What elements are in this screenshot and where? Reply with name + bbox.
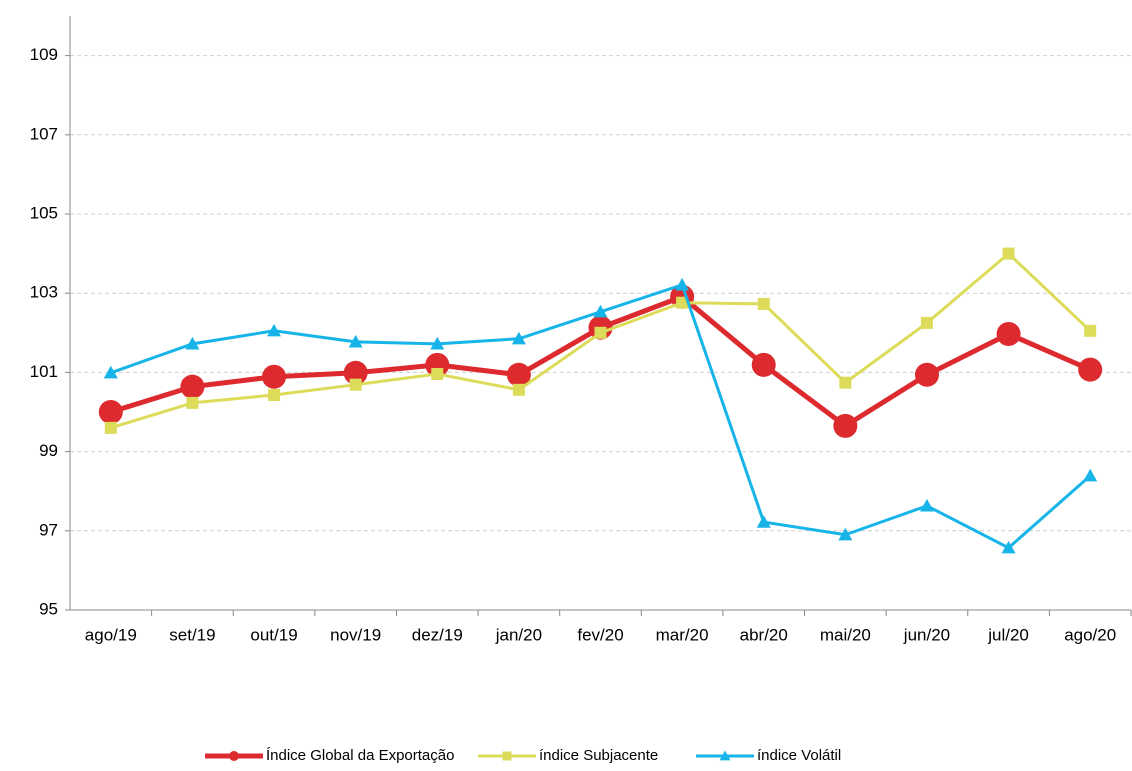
point — [719, 750, 731, 761]
legend-label: Índice Global da Exportação — [266, 747, 454, 764]
point — [914, 362, 939, 387]
x-tick-label: jul/20 — [987, 625, 1029, 644]
point — [267, 323, 282, 337]
point — [757, 297, 770, 310]
y-tick-label: 97 — [39, 520, 58, 539]
point — [996, 321, 1021, 346]
point — [676, 296, 689, 309]
y-tick-label: 109 — [30, 45, 58, 64]
point — [431, 367, 444, 380]
point — [104, 421, 117, 434]
x-tick-label: dez/19 — [412, 625, 463, 644]
point — [920, 316, 933, 329]
x-tick-label: out/19 — [250, 625, 297, 644]
point — [185, 336, 200, 350]
point — [511, 331, 526, 345]
x-tick-label: nov/19 — [330, 625, 381, 644]
x-tick-label: jun/20 — [903, 625, 950, 644]
point — [839, 376, 852, 389]
point — [103, 365, 118, 379]
point — [919, 498, 934, 512]
point — [512, 383, 525, 396]
point — [98, 400, 123, 424]
point — [262, 364, 287, 389]
y-tick-label: 105 — [30, 203, 58, 222]
point — [348, 334, 363, 348]
point — [229, 751, 239, 761]
point — [186, 396, 199, 409]
point — [430, 336, 445, 350]
x-tick-label: jan/20 — [495, 625, 542, 644]
y-tick-label: 99 — [39, 441, 58, 460]
point — [1084, 324, 1097, 337]
point — [1078, 357, 1103, 382]
point — [506, 362, 531, 387]
y-tick-label: 95 — [39, 599, 58, 618]
point — [349, 378, 362, 391]
point — [593, 304, 608, 318]
point — [756, 515, 771, 528]
y-tick-label: 101 — [30, 362, 58, 381]
point — [838, 527, 853, 541]
y-tick-label: 107 — [30, 124, 58, 143]
x-tick-label: abr/20 — [740, 625, 788, 644]
point — [1083, 468, 1098, 482]
legend-label: índice Subjacente — [539, 747, 658, 764]
x-tick-label: ago/19 — [85, 625, 137, 644]
x-tick-label: mai/20 — [820, 625, 871, 644]
point — [1002, 247, 1015, 260]
x-tick-label: fev/20 — [577, 625, 623, 644]
point — [180, 374, 205, 399]
legend-label: índice Volátil — [757, 747, 841, 764]
point — [502, 751, 512, 761]
point — [751, 352, 776, 377]
point — [594, 326, 607, 339]
x-tick-label: mar/20 — [656, 625, 709, 644]
x-tick-label: ago/20 — [1064, 625, 1116, 644]
series-line — [110, 251, 1092, 430]
y-tick-label: 103 — [30, 283, 58, 302]
point — [268, 388, 281, 401]
point — [833, 413, 858, 438]
point — [675, 277, 690, 291]
point — [1001, 540, 1016, 554]
x-tick-label: set/19 — [169, 625, 215, 644]
